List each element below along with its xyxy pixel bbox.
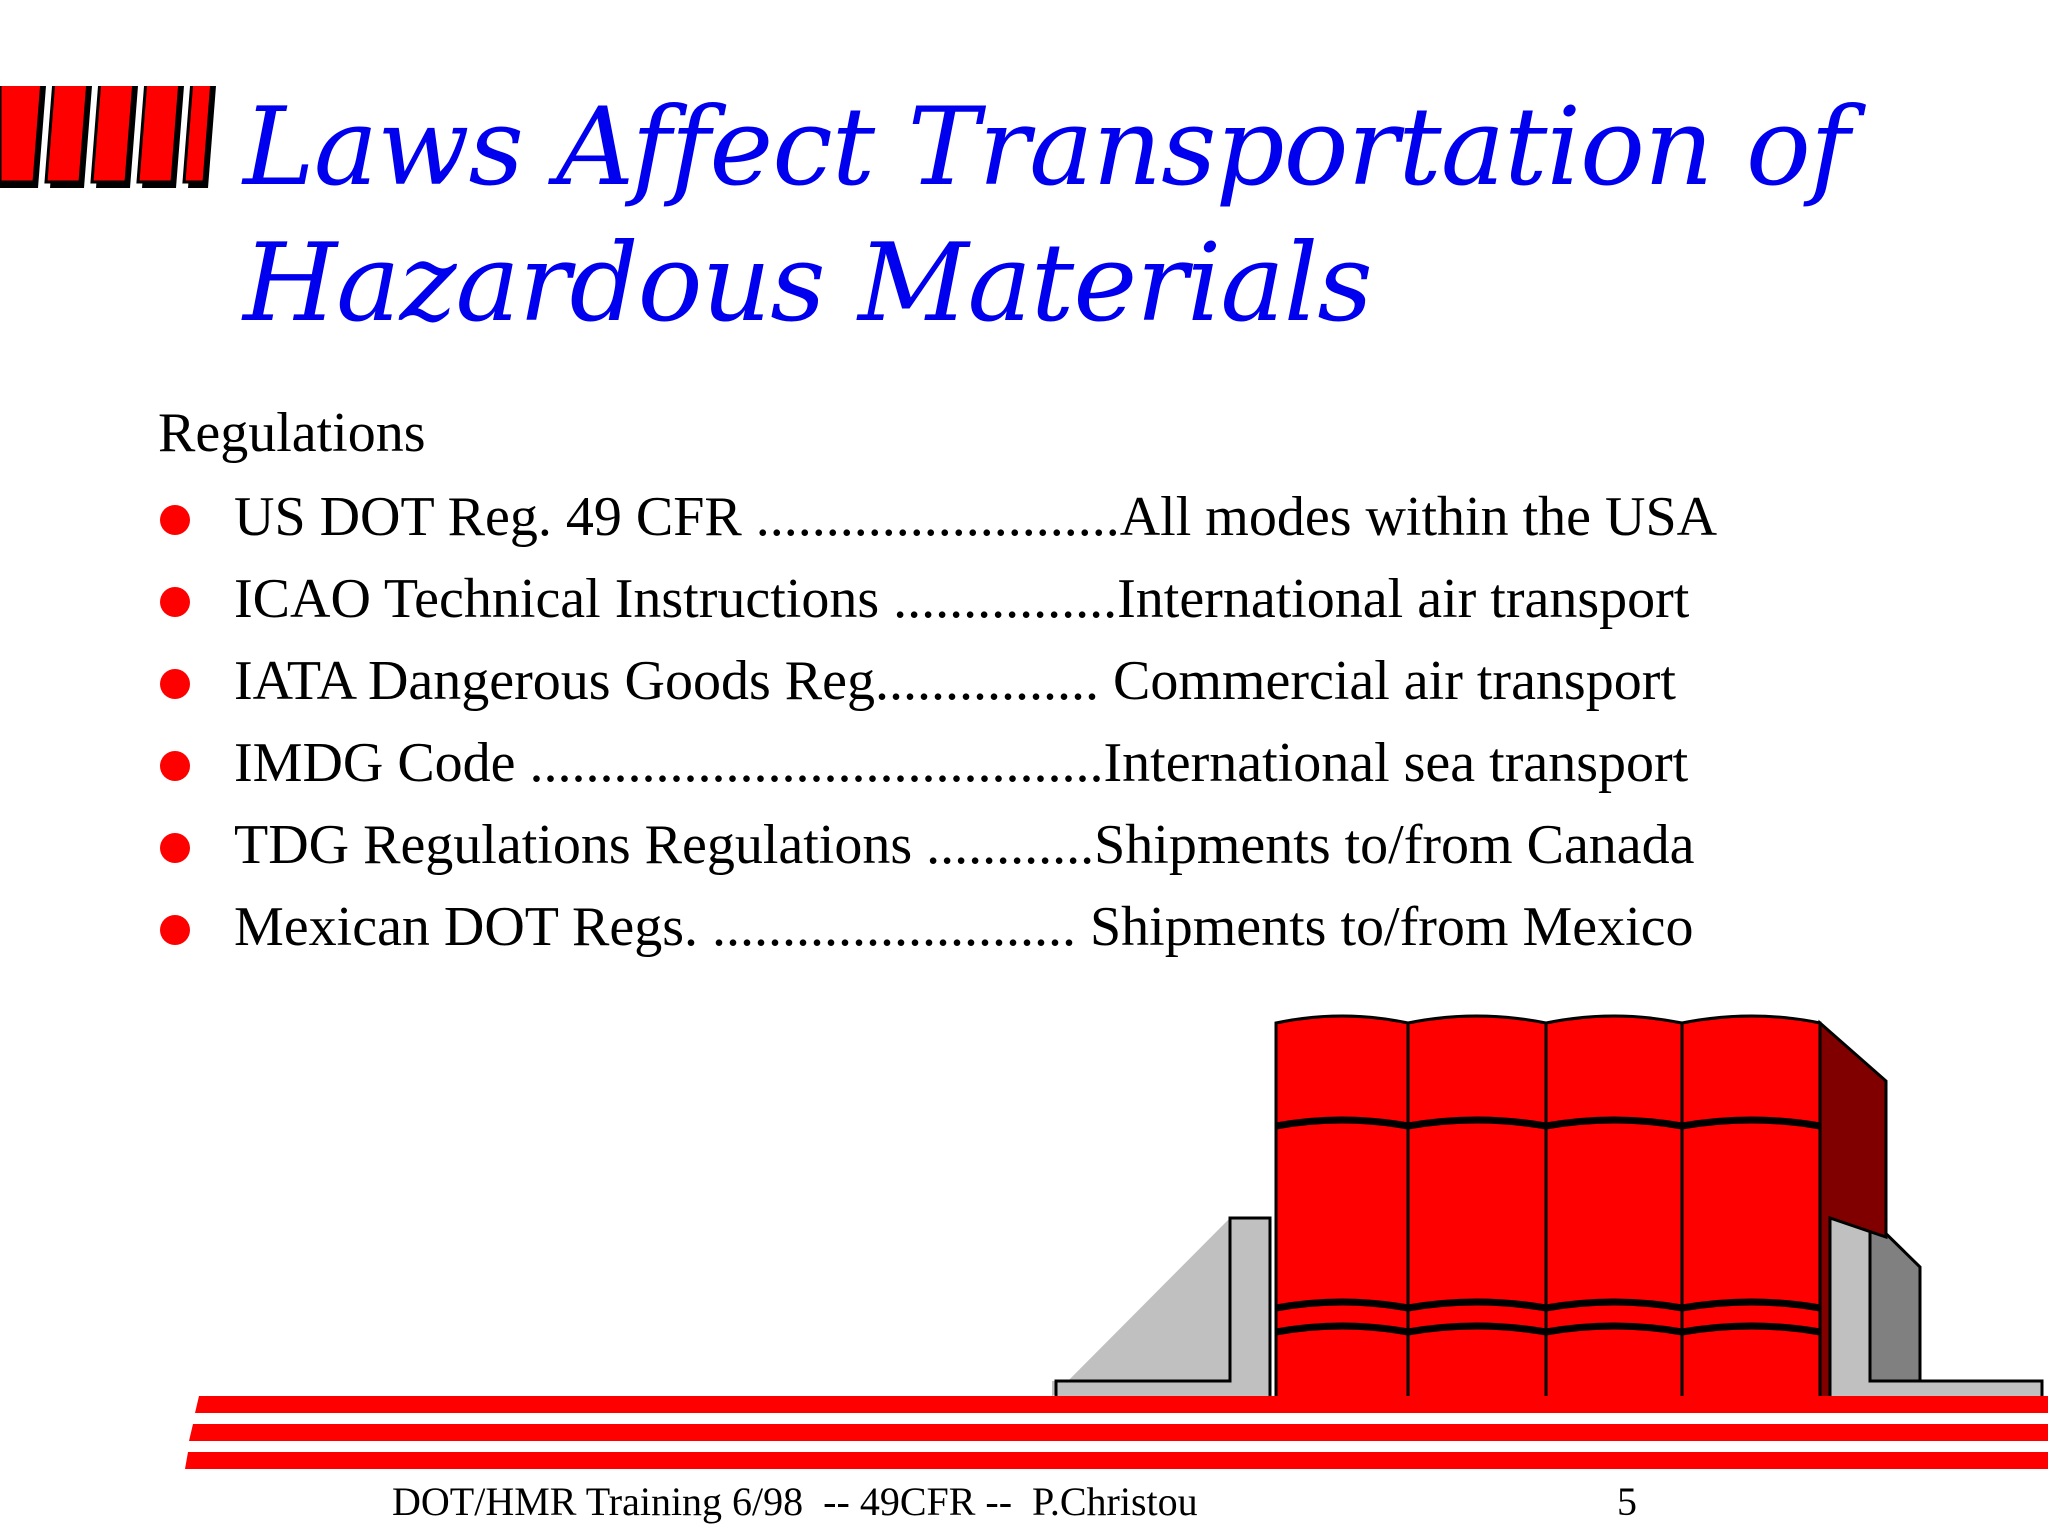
regulation-text: IMDG Code ..............................… — [234, 732, 1689, 794]
red-dot-bullet-icon — [160, 669, 190, 699]
regulation-text: US DOT Reg. 49 CFR .....................… — [234, 486, 1718, 548]
red-dot-bullet-icon — [160, 833, 190, 863]
footer-text: DOT/HMR Training 6/98 -- 49CFR -- P.Chri… — [392, 1479, 1198, 1524]
regulation-text: IATA Dangerous Goods Reg................… — [234, 650, 1676, 712]
list-item: TDG Regulations Regulations ............… — [158, 804, 1717, 886]
section-heading: Regulations — [158, 402, 426, 464]
slide-title: Laws Affect Transportation of Hazardous … — [243, 80, 2003, 352]
title-line-2: Hazardous Materials — [243, 221, 1373, 346]
list-item: IATA Dangerous Goods Reg................… — [158, 640, 1717, 722]
page-number: 5 — [1617, 1479, 1637, 1524]
regulation-text: TDG Regulations Regulations ............… — [234, 814, 1695, 876]
red-dot-bullet-icon — [160, 915, 190, 945]
left-bracket-icon — [1052, 1218, 1270, 1405]
red-dot-bullet-icon — [160, 505, 190, 535]
list-item: IMDG Code ..............................… — [158, 722, 1717, 804]
red-dot-bullet-icon — [160, 587, 190, 617]
regulations-list: US DOT Reg. 49 CFR .....................… — [158, 476, 1717, 968]
drums-on-pallet-illustration — [1052, 1014, 2044, 1407]
list-item: Mexican DOT Regs. ......................… — [158, 886, 1717, 968]
footer-stripes — [185, 1396, 2048, 1469]
title-line-1: Laws Affect Transportation of — [243, 85, 1850, 210]
regulation-text: ICAO Technical Instructions ............… — [234, 568, 1690, 630]
red-slanted-bars-logo — [0, 86, 216, 188]
drum-icon — [1274, 1014, 1822, 1407]
list-item: ICAO Technical Instructions ............… — [158, 558, 1717, 640]
regulation-text: Mexican DOT Regs. ......................… — [234, 896, 1694, 958]
red-dot-bullet-icon — [160, 751, 190, 781]
list-item: US DOT Reg. 49 CFR .....................… — [158, 476, 1717, 558]
